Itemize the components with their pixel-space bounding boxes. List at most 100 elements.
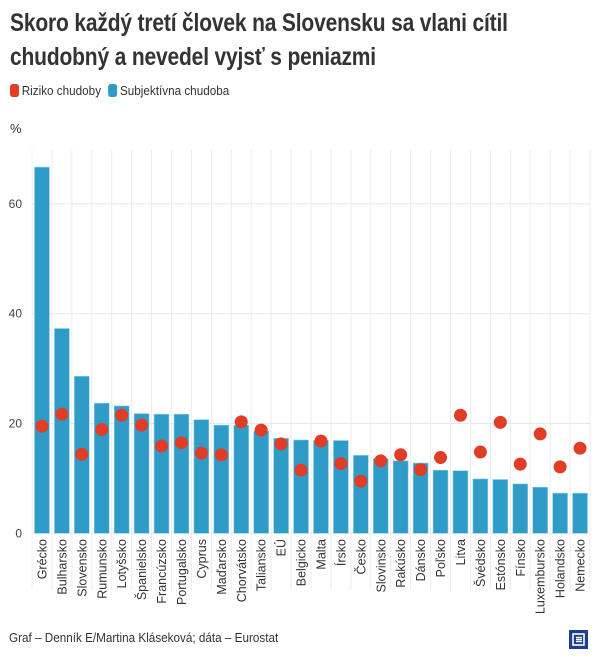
dot-riziko-chudoby <box>115 408 129 422</box>
dot-riziko-chudoby <box>274 437 288 451</box>
dot-riziko-chudoby <box>214 448 228 462</box>
x-tick-label: Estónsko <box>494 539 508 590</box>
chart-title: Skoro každý tretí človek na Slovensku sa… <box>10 6 598 74</box>
bar-subjektivna-chudoba <box>193 419 210 534</box>
dot-riziko-chudoby <box>553 460 567 474</box>
bar-subjektivna-chudoba <box>472 478 489 534</box>
legend: Riziko chudoby Subjektívna chudoba <box>10 83 229 98</box>
dot-riziko-chudoby <box>135 418 149 432</box>
x-tick-label: Grécko <box>35 539 49 579</box>
dot-riziko-chudoby <box>194 446 208 460</box>
x-tick-label: Rumunsko <box>95 539 109 599</box>
title-line-1: Skoro každý tretí človek na Slovensku sa… <box>10 9 508 37</box>
x-tick-label: Írsko <box>333 539 348 566</box>
dot-riziko-chudoby <box>334 457 348 471</box>
dot-riziko-chudoby <box>354 474 368 488</box>
bar-subjektivna-chudoba <box>452 470 469 534</box>
denník-e-logo[interactable] <box>569 630 588 649</box>
x-tick-label: Malta <box>314 539 328 570</box>
x-tick-label: Fínsko <box>514 539 528 577</box>
bar-subjektivna-chudoba <box>273 438 289 534</box>
bar-subjektivna-chudoba <box>333 440 349 534</box>
dot-riziko-chudoby <box>493 415 507 429</box>
legend-item-subjektivna[interactable]: Subjektívna chudoba <box>108 83 229 98</box>
x-tick-label: Chorvátsko <box>235 539 249 602</box>
bar-subjektivna-chudoba <box>293 439 309 534</box>
y-tick-label: 60 <box>9 197 23 211</box>
title-line-2: chudobný a nevedel vyjsť s peniazmi <box>10 43 376 71</box>
bar-subjektivna-chudoba <box>512 483 529 534</box>
legend-label: Subjektívna chudoba <box>119 83 230 98</box>
dot-riziko-chudoby <box>394 448 408 462</box>
bar-subjektivna-chudoba <box>432 469 449 534</box>
bar-subjektivna-chudoba <box>572 492 588 534</box>
logo-icon <box>572 633 585 646</box>
y-tick-label: 40 <box>9 307 23 321</box>
x-tick-label: EÚ <box>274 539 289 556</box>
bar-subjektivna-chudoba <box>372 458 389 534</box>
bar-subjektivna-chudoba <box>412 462 429 534</box>
source-credit: Graf – Denník E/Martina Kláseková; dáta … <box>9 630 279 645</box>
bar-subjektivna-chudoba <box>213 424 230 534</box>
x-tick-label: Portugalsko <box>175 539 189 605</box>
x-tick-label: Taliansko <box>255 539 269 591</box>
dot-riziko-chudoby <box>35 419 49 433</box>
dot-riziko-chudoby <box>314 434 328 448</box>
y-axis-unit: % <box>10 121 22 136</box>
legend-label: Riziko chudoby <box>21 83 102 98</box>
x-tick-label: Slovinsko <box>374 539 388 593</box>
y-tick-label: 20 <box>9 417 23 431</box>
dot-riziko-chudoby <box>573 441 587 455</box>
bar-subjektivna-chudoba <box>552 492 568 534</box>
x-tick-label: Dánsko <box>414 539 428 581</box>
bar-subjektivna-chudoba <box>532 486 548 534</box>
bar-subjektivna-chudoba <box>34 166 50 534</box>
x-tick-label: Litva <box>454 539 468 565</box>
bar-subjektivna-chudoba <box>233 424 250 534</box>
x-tick-label: Nemecko <box>574 539 588 592</box>
bar-subjektivna-chudoba <box>492 479 509 534</box>
dot-riziko-chudoby <box>254 423 268 437</box>
bar-subjektivna-chudoba <box>353 455 369 534</box>
dot-riziko-chudoby <box>453 408 467 422</box>
x-tick-label: Poľsko <box>434 539 448 577</box>
dot-riziko-chudoby <box>513 457 527 471</box>
dot-riziko-chudoby <box>374 454 388 468</box>
dot-riziko-chudoby <box>414 463 428 477</box>
x-tick-label: Maďarsko <box>215 539 229 595</box>
dot-riziko-chudoby <box>294 463 308 477</box>
dot-riziko-chudoby <box>174 436 188 450</box>
legend-swatch-riziko <box>10 84 19 97</box>
bar-subjektivna-chudoba <box>113 405 130 534</box>
dot-riziko-chudoby <box>234 415 248 429</box>
x-tick-label: Česko <box>353 539 368 574</box>
dot-riziko-chudoby <box>155 439 169 453</box>
x-tick-label: Lotyšsko <box>115 539 129 588</box>
legend-item-riziko[interactable]: Riziko chudoby <box>10 83 101 98</box>
x-tick-label: Holandsko <box>554 539 568 598</box>
x-tick-label: Luxembursko <box>534 539 548 614</box>
dot-riziko-chudoby <box>95 423 109 437</box>
bar-subjektivna-chudoba <box>253 430 269 534</box>
x-tick-label: Cyprus <box>195 539 209 579</box>
x-tick-label: Rakúsko <box>394 539 408 588</box>
dot-riziko-chudoby <box>75 447 89 461</box>
dot-riziko-chudoby <box>434 451 448 465</box>
x-tick-label: Švédsko <box>473 539 488 587</box>
x-tick-label: Bulharsko <box>55 539 69 595</box>
y-tick-label: 0 <box>15 526 22 540</box>
x-tick-label: Španielsko <box>134 539 149 600</box>
x-tick-label: Belgicko <box>295 539 309 586</box>
bar-subjektivna-chudoba <box>313 440 329 534</box>
dot-riziko-chudoby <box>473 445 487 459</box>
bar-subjektivna-chudoba <box>54 328 70 534</box>
bar-subjektivna-chudoba <box>93 402 110 534</box>
x-tick-label: Francúzsko <box>155 539 169 604</box>
bar-subjektivna-chudoba <box>392 460 409 534</box>
bar-subjektivna-chudoba <box>173 413 190 534</box>
bar-subjektivna-chudoba <box>133 413 150 534</box>
dot-riziko-chudoby <box>533 427 547 441</box>
legend-swatch-subjektivna <box>108 84 118 97</box>
bar-subjektivna-chudoba <box>153 413 170 534</box>
